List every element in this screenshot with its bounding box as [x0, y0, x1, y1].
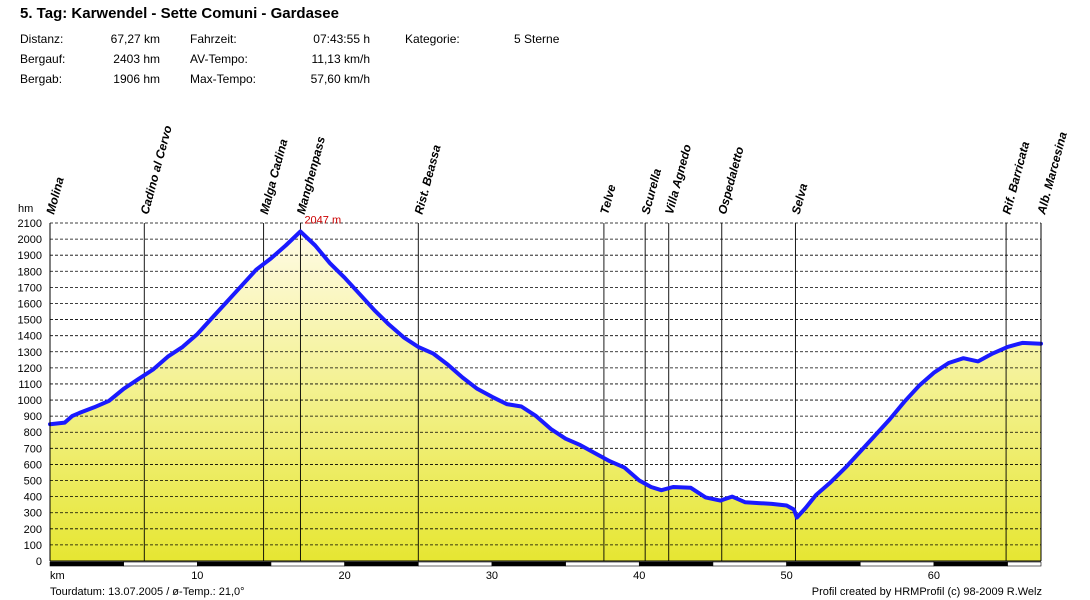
- maxtempo-value: 57,60 km/h: [310, 72, 370, 86]
- waypoint-label-8: Ospedaletto: [715, 145, 746, 216]
- y-axis-label: hm: [18, 203, 33, 215]
- y-tick-label-2100: 2100: [18, 218, 42, 230]
- waypoint-label-2: Malga Cadina: [257, 137, 291, 216]
- waypoint-label-1: Cadino al Cervo: [138, 124, 175, 216]
- y-tick-label-1700: 1700: [18, 282, 42, 294]
- bergauf-value: 2403 hm: [113, 52, 160, 66]
- x-axis-band-6: [491, 561, 566, 567]
- x-tick-label-50: 50: [780, 570, 792, 582]
- y-tick-label-2000: 2000: [18, 234, 42, 246]
- y-tick-label-1300: 1300: [18, 347, 42, 359]
- x-axis-band-8: [638, 561, 714, 567]
- x-axis-band-0: [49, 561, 124, 567]
- x-tick-label-30: 30: [486, 570, 498, 582]
- x-axis-band-2: [197, 561, 272, 567]
- x-axis-label: km: [50, 570, 65, 582]
- y-tick-label-600: 600: [24, 459, 42, 471]
- bergauf-label: Bergauf:: [20, 52, 66, 66]
- distanz-value: 67,27 km: [110, 32, 160, 46]
- y-tick-label-1200: 1200: [18, 363, 42, 375]
- waypoint-label-11: Alb. Marcesina: [1034, 130, 1070, 217]
- y-tick-label-700: 700: [24, 443, 42, 455]
- profile-line: [48, 229, 1043, 520]
- x-axis-band-7: [565, 561, 640, 567]
- waypoint-label-5: Telve: [597, 183, 618, 216]
- x-axis-band-4: [344, 561, 419, 567]
- waypoint-label-7: Villa Agnedo: [662, 143, 694, 216]
- bergab-value: 1906 hm: [113, 72, 160, 86]
- kategorie-label: Kategorie:: [405, 32, 460, 46]
- x-axis-band-13: [1007, 561, 1042, 567]
- y-tick-label-0: 0: [36, 556, 42, 568]
- y-tick-label-1100: 1100: [18, 379, 42, 391]
- waypoint-label-6: Scurella: [639, 167, 665, 216]
- waypoint-label-0: Molina: [43, 175, 66, 216]
- maxtempo-label: Max-Tempo:: [190, 72, 257, 86]
- page-title: 5. Tag: Karwendel - Sette Comuni - Garda…: [20, 5, 339, 22]
- footer-credit: Profil created by HRMProfil (c) 98-2009 …: [811, 586, 1042, 598]
- x-axis-band-5: [417, 561, 493, 567]
- y-tick-label-1900: 1900: [18, 250, 42, 262]
- avtempo-label: AV-Tempo:: [190, 52, 248, 66]
- x-axis-band-1: [123, 561, 198, 567]
- y-tick-label-800: 800: [24, 427, 42, 439]
- distanz-label: Distanz:: [20, 32, 64, 46]
- bergab-label: Bergab:: [20, 72, 63, 86]
- y-tick-label-1400: 1400: [18, 331, 42, 343]
- x-tick-label-40: 40: [633, 570, 645, 582]
- x-tick-label-10: 10: [191, 570, 203, 582]
- y-tick-label-900: 900: [24, 411, 42, 423]
- y-tick-label-1000: 1000: [18, 395, 42, 407]
- kategorie-value: 5 Sterne: [514, 32, 560, 46]
- y-tick-label-300: 300: [24, 508, 42, 520]
- x-axis-band-3: [270, 561, 345, 567]
- x-axis-band-10: [786, 561, 861, 567]
- x-tick-label-60: 60: [928, 570, 940, 582]
- waypoint-label-10: Rif. Barricata: [999, 140, 1032, 216]
- waypoint-label-9: Selva: [789, 182, 811, 216]
- waypoint-label-4: Rist. Beassa: [412, 143, 444, 216]
- profile-area: [50, 231, 1041, 561]
- y-tick-label-1600: 1600: [18, 298, 42, 310]
- y-tick-label-400: 400: [24, 492, 42, 504]
- footer-tour-info: Tourdatum: 13.07.2005 / ø-Temp.: 21,0°: [50, 586, 245, 598]
- avtempo-value: 11,13 km/h: [311, 52, 370, 66]
- y-tick-label-100: 100: [24, 540, 42, 552]
- y-tick-label-200: 200: [24, 524, 42, 536]
- y-tick-label-1800: 1800: [18, 266, 42, 278]
- x-axis-band-9: [712, 561, 787, 567]
- peak-annotation: 2047 m: [304, 215, 341, 227]
- x-axis-band-12: [933, 561, 1008, 567]
- x-tick-label-20: 20: [339, 570, 351, 582]
- fahrzeit-value: 07:43:55 h: [313, 32, 370, 46]
- fahrzeit-label: Fahrzeit:: [190, 32, 237, 46]
- waypoint-label-3: Manghenpass: [294, 135, 328, 216]
- x-axis-band-11: [859, 561, 935, 567]
- y-tick-label-500: 500: [24, 476, 42, 488]
- y-tick-label-1500: 1500: [18, 315, 42, 327]
